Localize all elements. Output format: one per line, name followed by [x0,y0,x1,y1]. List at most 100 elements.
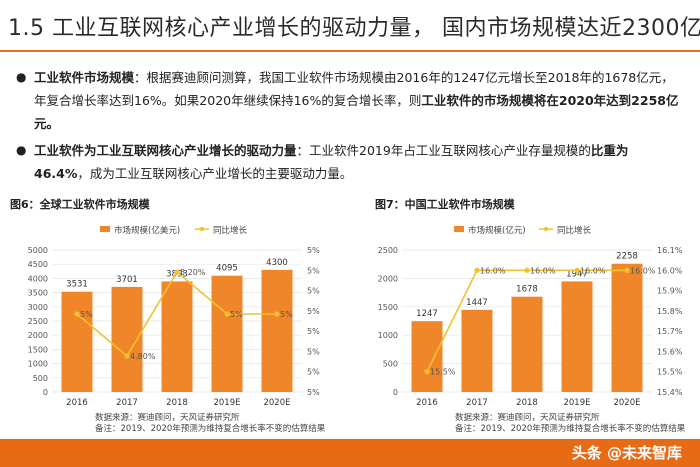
note-line: 备注：2019、2020年预测为维持复合增长率不变的估算结果 [455,424,686,434]
bar [561,281,593,392]
y-tick-label: 4000 [28,274,48,283]
y-tick-label: 1000 [378,331,398,340]
y2-tick-label: 15.7% [657,327,683,336]
bullet-dot-icon: ● [16,70,27,84]
bullet-text: ：根据赛迪顾问测算，我国工业软件市场规模由2016年的1247亿元增长至2018… [34,70,674,108]
x-tick-label: 2019E [213,398,240,408]
growth-point [624,267,630,273]
y-tick-label: 1500 [28,345,48,354]
growth-point [74,311,80,317]
source-line: 数据来源：赛迪顾问，天风证券研究所 [455,413,600,423]
page-title: 1.5 工业互联网核心产业增长的驱动力量， 国内市场规模达近2300亿 [8,16,700,41]
bullet-item: ● 工业软件市场规模：根据赛迪顾问测算，我国工业软件市场规模由2016年的124… [16,66,682,135]
x-tick-label: 2020E [613,398,640,408]
y-tick-label: 1000 [28,360,48,369]
figure-7-title: 图7：中国工业软件市场规模 [375,198,515,211]
y-tick-label: 500 [383,360,398,369]
y-tick-label: 0 [43,388,48,397]
bar [411,321,443,392]
x-tick-label: 2016 [416,398,438,408]
footer-bar [0,439,700,467]
bar [611,263,643,392]
bar-value-label: 4300 [266,258,288,268]
y-tick-label: 0 [393,388,398,397]
legend-label: 同比增长 [557,225,592,236]
growth-point [174,269,180,275]
legend-line-marker [199,226,205,232]
bar [511,296,543,392]
global-software-chart: 市场规模(亿美元) 同比增长 0 500 1000 1500 2000 2500 3000 350… [28,225,320,408]
growth-label: 5% [80,310,93,319]
bar [61,291,93,392]
x-tick-label: 2020E [263,398,290,408]
bar-value-label: 1678 [516,285,538,295]
y-tick-label: 2500 [378,246,398,255]
x-tick-label: 2017 [466,398,488,408]
y-tick-label: 2000 [378,274,398,283]
watermark-text: 头条 @未来智库 [571,444,682,462]
y2-tick-label: 15.5% [657,368,683,377]
y2-tick-label: 5% [307,307,320,316]
y2-tick-label: 15.8% [657,307,683,316]
y2-tick-label: 5% [307,368,320,377]
y-tick-label: 4500 [28,260,48,269]
x-tick-label: 2018 [166,398,188,408]
figure-7-source: 数据来源：赛迪顾问，天风证券研究所 备注：2019、2020年预测为维持复合增长… [455,413,685,435]
note-line: 备注：2019、2020年预测为维持复合增长率不变的估算结果 [95,424,326,434]
bar-value-label: 3701 [116,275,138,285]
growth-label: 15.5% [430,368,456,377]
legend-label: 市场规模(亿美元) [114,225,180,236]
figure-6-title: 图6：全球工业软件市场规模 [10,198,150,211]
y-tick-label: 3500 [28,289,48,298]
y-tick-label: 3000 [28,303,48,312]
bar-value-label: 4095 [216,264,238,274]
bullet-strong: 比重为46.4% [34,143,629,181]
y2-tick-label: 5% [307,266,320,275]
growth-point [574,267,580,273]
bullet-lead: 工业软件市场规模 [34,70,135,85]
growth-point [424,369,430,375]
bullet-dot-icon: ● [16,143,27,157]
bar [461,309,493,392]
y-tick-label: 1500 [378,303,398,312]
bar-value-label: 2258 [616,252,638,262]
source-line: 数据来源：赛迪顾问，天风证券研究所 [95,413,240,423]
bar [261,269,293,392]
bar [161,281,193,392]
y2-tick-label: 5% [307,287,320,296]
bullet-list: ● 工业软件市场规模：根据赛迪顾问测算，我国工业软件市场规模由2016年的124… [16,66,682,189]
growth-label: 4.80% [130,352,156,361]
y2-tick-label: 16.0% [657,266,683,275]
growth-label: 5% [230,310,243,319]
y-tick-label: 2000 [28,331,48,340]
growth-label: 16.0% [480,266,506,275]
y-tick-label: 5000 [28,246,48,255]
y2-tick-label: 5% [307,388,320,397]
watermark: 头条 @未来智库 [572,442,682,463]
y-tick-label: 2500 [28,317,48,326]
y-tick-label: 500 [33,374,48,383]
bar-value-label: 3531 [66,280,88,290]
x-tick-label: 2018 [516,398,538,408]
growth-label: 5.20% [180,268,206,277]
x-tick-label: 2016 [66,398,88,408]
figure-6-source: 数据来源：赛迪顾问，天风证券研究所 备注：2019、2020年预测为维持复合增长… [95,413,325,435]
legend-bar-swatch [454,226,464,232]
legend-label: 市场规模(亿元) [468,225,526,236]
x-tick-label: 2019E [563,398,590,408]
bullet-text: ：工业软件2019年占工业互联网核心产业存量规模的 [296,143,591,158]
growth-point [474,267,480,273]
china-software-chart: 市场规模(亿元) 同比增长 0 500 1000 1500 2000 2500 15.4% 15.… [378,225,683,408]
growth-label: 16.0% [530,266,556,275]
growth-point [524,267,530,273]
y2-tick-label: 15.4% [657,388,683,397]
growth-point [124,353,130,359]
growth-label: 16.0% [630,266,656,275]
y2-tick-label: 5% [307,327,320,336]
bar [211,275,243,392]
growth-label: 16.0% [580,266,606,275]
bullet-text-tail: ，成为工业互联网核心产业增长的主要驱动力量。 [77,166,353,181]
bar-value-label: 1247 [416,309,438,319]
bar-value-label: 1947 [566,269,588,279]
legend-bar-swatch [100,226,110,232]
